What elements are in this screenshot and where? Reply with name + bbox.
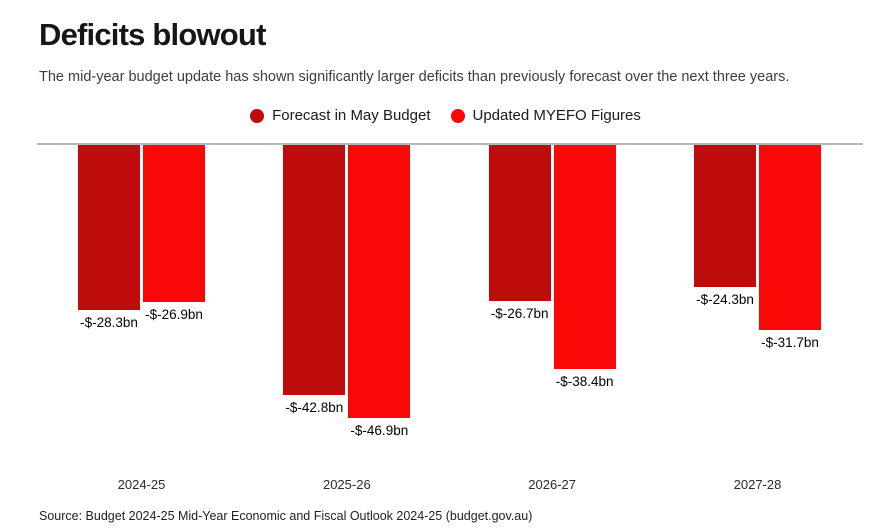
bar-updated-myefo-figures-2025-26 bbox=[348, 145, 411, 418]
legend-item-forecast-may-budget: Forecast in May Budget bbox=[250, 107, 431, 124]
chart-subtitle: The mid-year budget update has shown sig… bbox=[39, 69, 790, 85]
bar-cell-forecast-in-may-budget-2026-27: -$-26.7bn bbox=[488, 145, 551, 321]
bar-group-2027-28: -$-24.3bn -$-31.7bn bbox=[693, 145, 821, 350]
bar-value-label: -$-31.7bn bbox=[761, 335, 819, 350]
legend-dot-icon bbox=[250, 108, 265, 123]
bar-cell-updated-myefo-figures-2024-25: -$-26.9bn bbox=[143, 145, 205, 322]
legend-label: Forecast in May Budget bbox=[272, 107, 431, 124]
x-axis-label-2025-26: 2025-26 bbox=[322, 477, 371, 492]
bar-value-label: -$-26.9bn bbox=[145, 307, 203, 322]
bar-forecast-in-may-budget-2027-28 bbox=[693, 145, 756, 287]
bar-group-2025-26: -$-42.8bn -$-46.9bn bbox=[283, 145, 411, 438]
bar-updated-myefo-figures-2024-25 bbox=[143, 145, 205, 302]
bar-value-label: -$-24.3bn bbox=[696, 292, 754, 307]
x-axis-label-2027-28: 2027-28 bbox=[733, 477, 782, 492]
bar-cell-forecast-in-may-budget-2025-26: -$-42.8bn bbox=[283, 145, 346, 415]
zero-axis-line bbox=[37, 143, 863, 145]
plot-area: -$-28.3bn -$-26.9bn -$-42.8bn -$-46.9bn -$-2… bbox=[37, 143, 863, 531]
bar-value-label: -$-42.8bn bbox=[285, 400, 344, 415]
bar-value-label: -$-28.3bn bbox=[80, 315, 138, 330]
bar-cell-updated-myefo-figures-2025-26: -$-46.9bn bbox=[348, 145, 411, 438]
legend-item-updated-myefo-figures: Updated MYEFO Figures bbox=[450, 107, 641, 124]
bar-value-label: -$-38.4bn bbox=[555, 374, 614, 389]
bar-cell-forecast-in-may-budget-2024-25: -$-28.3bn bbox=[78, 145, 140, 330]
bar-group-2024-25: -$-28.3bn -$-26.9bn bbox=[78, 145, 205, 330]
bar-value-label: -$-26.7bn bbox=[490, 306, 549, 321]
bar-forecast-in-may-budget-2024-25 bbox=[78, 145, 140, 310]
bar-group-2026-27: -$-26.7bn -$-38.4bn bbox=[488, 145, 616, 389]
bar-cell-updated-myefo-figures-2026-27: -$-38.4bn bbox=[553, 145, 616, 389]
bar-updated-myefo-figures-2027-28 bbox=[758, 145, 821, 330]
legend: Forecast in May Budget Updated MYEFO Fig… bbox=[0, 107, 891, 124]
bar-cell-forecast-in-may-budget-2027-28: -$-24.3bn bbox=[693, 145, 756, 307]
x-axis-label-2026-27: 2026-27 bbox=[528, 477, 577, 492]
legend-dot-icon bbox=[450, 108, 465, 123]
bar-cell-updated-myefo-figures-2027-28: -$-31.7bn bbox=[758, 145, 821, 350]
source-note: Source: Budget 2024-25 Mid-Year Economic… bbox=[39, 509, 533, 523]
bar-updated-myefo-figures-2026-27 bbox=[553, 145, 616, 369]
bar-forecast-in-may-budget-2026-27 bbox=[488, 145, 551, 301]
x-axis-label-2024-25: 2024-25 bbox=[117, 477, 166, 492]
chart-title: Deficits blowout bbox=[39, 17, 266, 52]
bar-forecast-in-may-budget-2025-26 bbox=[283, 145, 346, 395]
bar-value-label: -$-46.9bn bbox=[350, 423, 409, 438]
legend-label: Updated MYEFO Figures bbox=[472, 107, 641, 124]
